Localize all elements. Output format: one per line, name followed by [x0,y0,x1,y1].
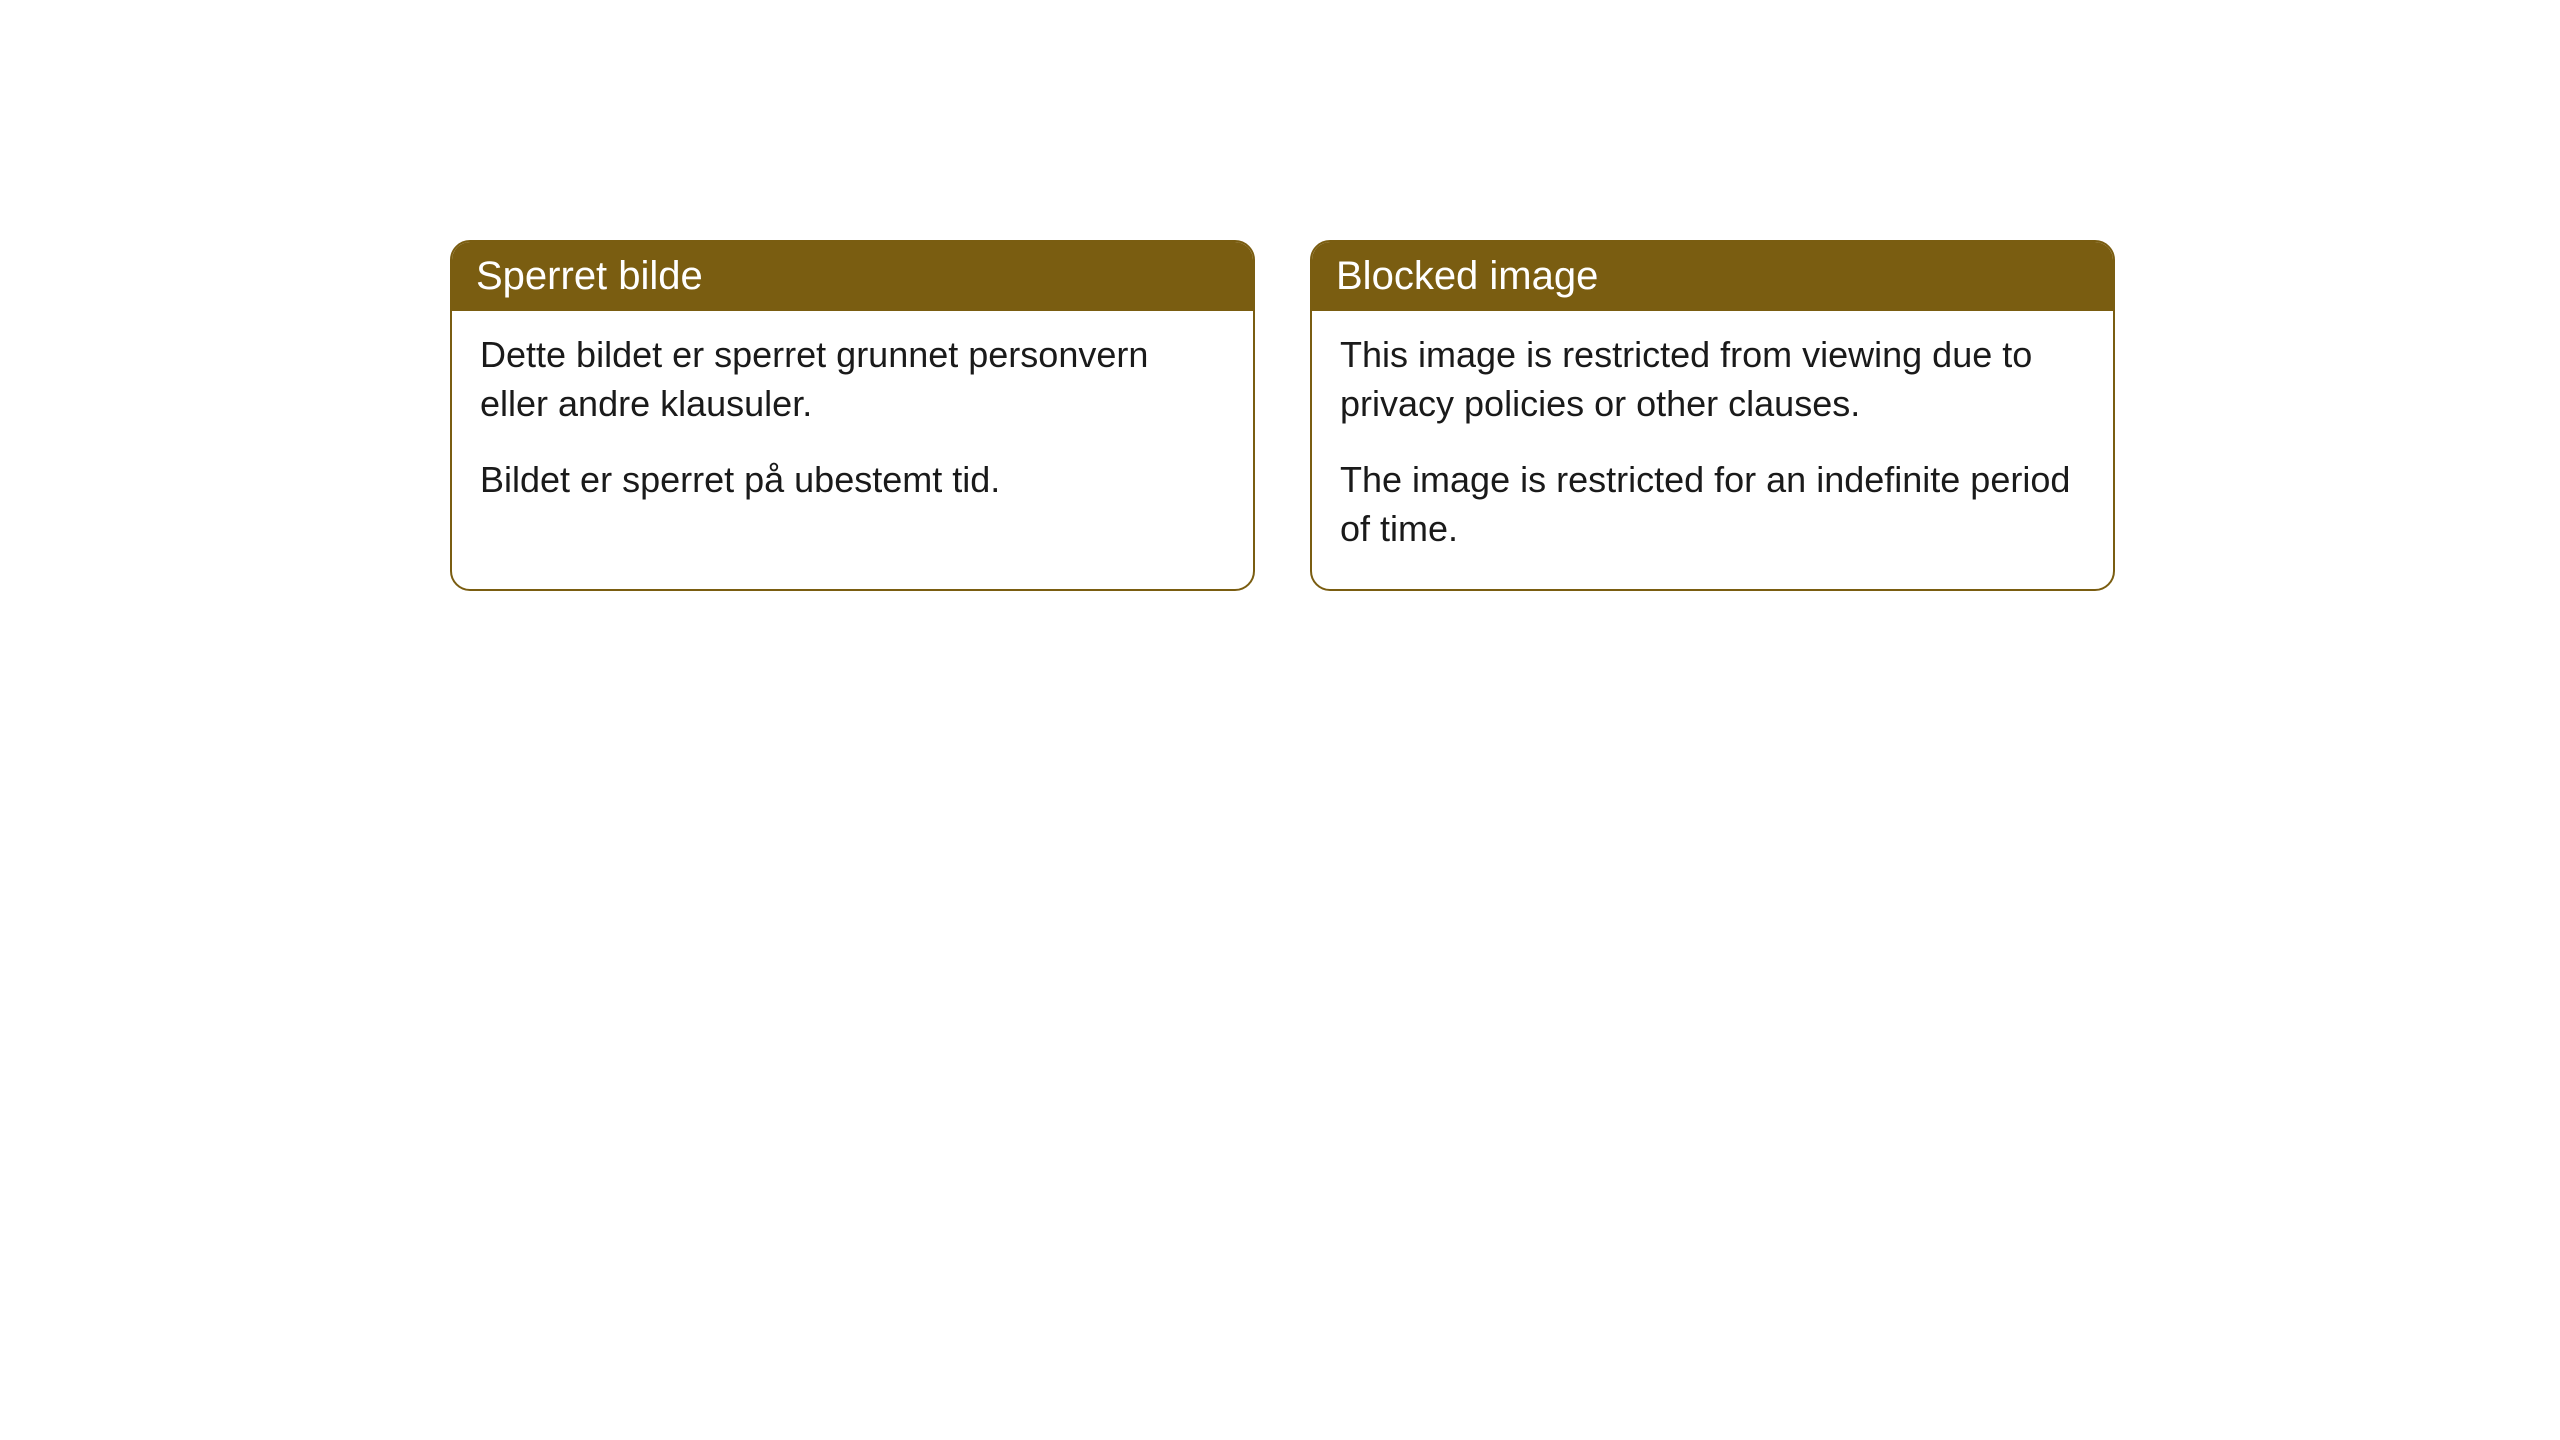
card-body-english: This image is restricted from viewing du… [1312,311,2113,589]
card-paragraph: Dette bildet er sperret grunnet personve… [480,331,1225,428]
blocked-image-card-english: Blocked image This image is restricted f… [1310,240,2115,591]
notice-cards-container: Sperret bilde Dette bildet er sperret gr… [450,240,2115,591]
card-body-norwegian: Dette bildet er sperret grunnet personve… [452,311,1253,541]
card-title: Sperret bilde [476,254,703,298]
card-paragraph: This image is restricted from viewing du… [1340,331,2085,428]
card-header-english: Blocked image [1312,242,2113,311]
card-paragraph: The image is restricted for an indefinit… [1340,456,2085,553]
blocked-image-card-norwegian: Sperret bilde Dette bildet er sperret gr… [450,240,1255,591]
card-title: Blocked image [1336,254,1598,298]
card-paragraph: Bildet er sperret på ubestemt tid. [480,456,1225,505]
card-header-norwegian: Sperret bilde [452,242,1253,311]
